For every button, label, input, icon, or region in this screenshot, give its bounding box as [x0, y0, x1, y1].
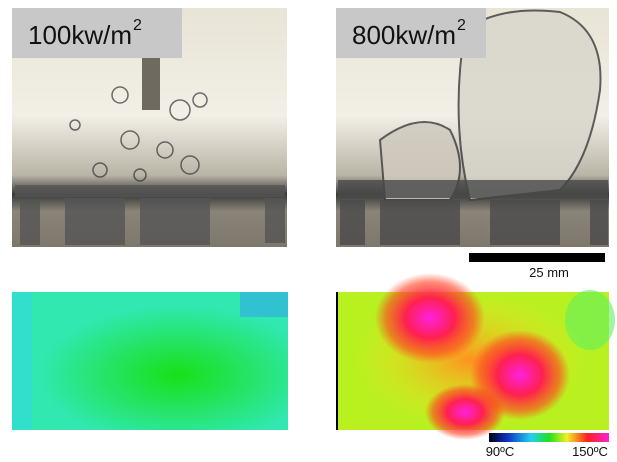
panel-label: 100kw/m [28, 20, 132, 50]
figure: 100kw/m 2 800kw/m 2 25 mm 90ºC [0, 0, 617, 462]
thermal-high [336, 273, 615, 440]
scale-bar-label: 25 mm [529, 265, 569, 280]
panel-label: 800kw/m [352, 20, 456, 50]
panel-label-sup: 2 [133, 17, 142, 34]
scale-bar [469, 253, 605, 262]
thermal-low [12, 292, 288, 430]
colorbar [489, 433, 609, 442]
panel-label-sup: 2 [457, 17, 466, 34]
photo-low: 100kw/m 2 [12, 8, 287, 247]
colorbar-max-label: 150ºC [572, 444, 608, 459]
colorbar-min-label: 90ºC [486, 444, 515, 459]
photo-high: 800kw/m 2 [336, 8, 609, 247]
